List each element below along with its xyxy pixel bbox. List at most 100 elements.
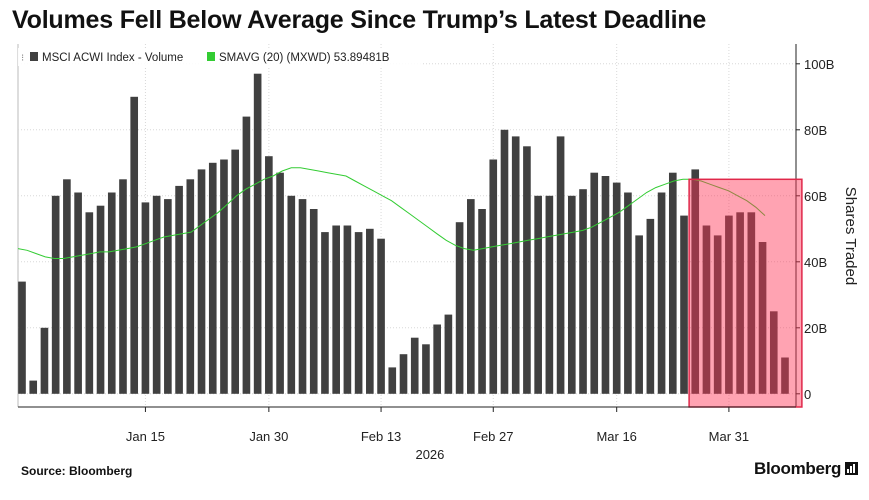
volume-bar — [175, 185, 183, 394]
y-axis-label: Shares Traded — [842, 187, 859, 285]
volume-bar — [63, 179, 71, 394]
volume-bar — [377, 238, 385, 394]
legend-swatch — [207, 52, 215, 61]
volume-bar — [624, 192, 632, 394]
x-tick-label: Feb 13 — [361, 429, 401, 444]
y-tick-label: 20B — [804, 321, 827, 336]
volume-bar — [164, 199, 172, 394]
volume-bar — [545, 195, 554, 394]
legend-label: MSCI ACWI Index - Volume — [42, 52, 183, 64]
y-tick-label: 40B — [804, 255, 827, 270]
y-tick-label: 80B — [804, 123, 827, 138]
y-tick-label: 0 — [804, 387, 811, 402]
volume-bar — [231, 149, 240, 394]
volume-bar — [85, 212, 94, 394]
legend-swatch — [30, 52, 38, 61]
volume-bar — [455, 222, 464, 394]
volume-bar — [141, 202, 150, 394]
volume-bar — [444, 314, 453, 394]
volume-bar — [747, 212, 756, 394]
volume-bar — [388, 367, 397, 394]
volume-bar — [781, 357, 789, 394]
volume-bar — [309, 209, 318, 394]
volume-bars — [18, 73, 789, 394]
volume-bar — [119, 179, 127, 394]
volume-bar — [321, 232, 329, 394]
x-tick-label: Jan 15 — [126, 429, 165, 444]
volume-bar — [769, 311, 778, 394]
y-tick-label: 100B — [804, 57, 834, 72]
volume-bar — [500, 129, 509, 394]
volume-bar — [265, 156, 273, 394]
highlight-box — [688, 178, 803, 408]
volume-bar — [590, 172, 599, 394]
volume-bar — [197, 169, 206, 394]
volume-bar — [579, 189, 587, 394]
volume-bar — [511, 136, 520, 394]
volume-bar — [691, 169, 700, 394]
volume-bar — [567, 195, 576, 394]
volume-bar — [736, 212, 744, 394]
bar-chart-icon — [845, 462, 859, 475]
volume-bar — [186, 179, 195, 394]
chart-title: Volumes Fell Below Average Since Trump’s… — [12, 6, 707, 34]
volume-bar — [287, 195, 296, 394]
volume-bar — [758, 242, 767, 394]
volume-bar — [433, 324, 441, 394]
brand-logo: Bloomberg — [754, 459, 859, 479]
volume-bar — [657, 192, 666, 394]
volume-bar — [51, 195, 60, 394]
legend-label: SMAVG (20) (MXWD) 53.89481B — [219, 52, 390, 64]
volume-bar — [29, 380, 38, 394]
x-tick-label: Mar 16 — [596, 429, 636, 444]
sma-line — [17, 167, 766, 259]
volume-bar — [40, 327, 49, 394]
volume-bar — [399, 354, 408, 394]
source-note: Source: Bloomberg — [21, 464, 133, 478]
volume-bar — [713, 235, 722, 394]
volume-bar — [680, 215, 688, 394]
volume-bar — [343, 225, 352, 394]
y-axis: 0 20B 40B 60B 80B 100B — [795, 44, 834, 407]
x-year-label: 2026 — [415, 447, 444, 462]
x-tick-label: Jan 30 — [249, 429, 288, 444]
volume-bar — [107, 192, 116, 394]
legend-background — [18, 48, 423, 66]
volume-bar — [74, 192, 82, 394]
volume-bar — [242, 116, 251, 394]
volume-bar — [635, 235, 643, 394]
y-tick-label: 60B — [804, 189, 827, 204]
volume-bar — [410, 337, 419, 394]
volume-bar — [96, 205, 105, 394]
volume-bar — [612, 182, 621, 394]
volume-bar — [276, 172, 284, 394]
volume-bar — [130, 96, 139, 394]
volume-bar — [646, 218, 655, 394]
volume-bar — [702, 225, 711, 394]
brand-name: Bloomberg — [754, 459, 842, 478]
volume-bar — [489, 159, 498, 394]
volume-bar — [354, 232, 363, 394]
volume-bar — [556, 136, 565, 394]
x-tick-label: Mar 31 — [709, 429, 749, 444]
x-tick-label: Feb 27 — [473, 429, 513, 444]
volume-bar — [298, 199, 307, 394]
volume-bar — [366, 228, 374, 394]
legend-pin-icon: ⁝ — [21, 53, 24, 64]
volume-bar — [332, 225, 340, 394]
volume-bar — [18, 281, 26, 394]
volume-bar — [208, 162, 217, 394]
volume-bar — [668, 172, 677, 394]
volume-bar — [478, 209, 486, 394]
volume-bar — [422, 344, 430, 394]
volume-bar — [220, 159, 228, 394]
volume-bar — [725, 215, 733, 394]
volume-bar — [152, 195, 161, 394]
volume-bar — [534, 195, 542, 394]
volume-bar — [253, 73, 262, 394]
legend: ⁝ MSCI ACWI Index - Volume SMAVG (20) (MXW… — [18, 48, 423, 66]
volume-bar — [467, 199, 475, 394]
volume-bar — [601, 176, 610, 394]
volume-bar — [523, 146, 531, 394]
